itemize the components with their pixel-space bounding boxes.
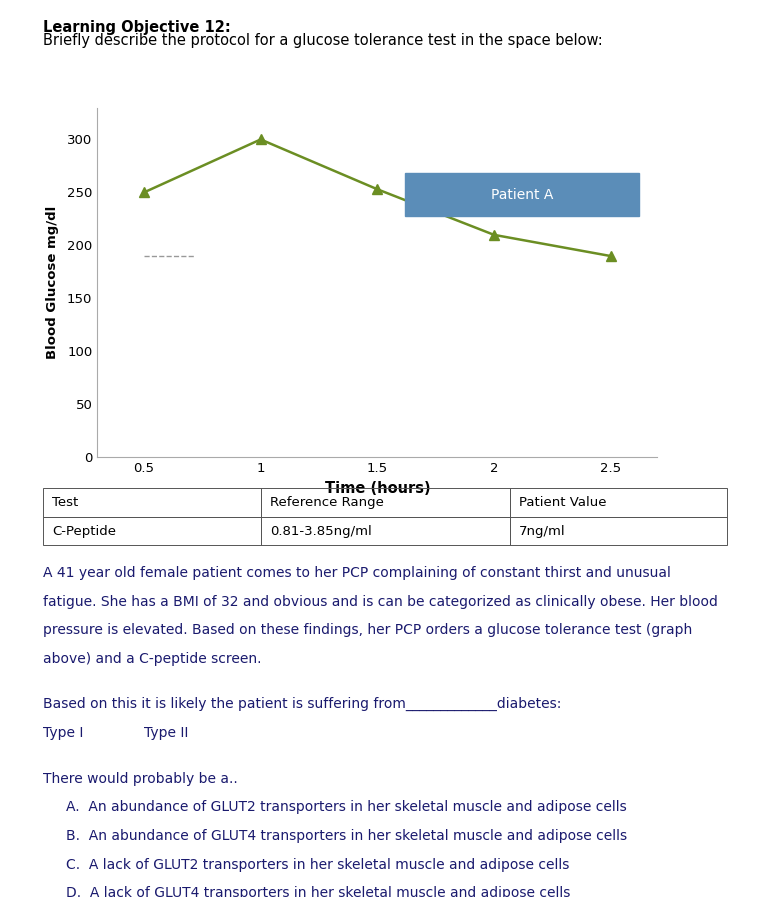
Text: A.  An abundance of GLUT2 transporters in her skeletal muscle and adipose cells: A. An abundance of GLUT2 transporters in… bbox=[66, 800, 627, 814]
Text: Reference Range: Reference Range bbox=[270, 496, 384, 509]
Text: Learning Objective 12:: Learning Objective 12: bbox=[43, 20, 230, 35]
Y-axis label: Blood Glucose mg/dl: Blood Glucose mg/dl bbox=[46, 206, 58, 359]
Text: Type I: Type I bbox=[43, 726, 83, 740]
Text: pressure is elevated. Based on these findings, her PCP orders a glucose toleranc: pressure is elevated. Based on these fin… bbox=[43, 623, 692, 638]
Text: Patient A: Patient A bbox=[491, 187, 553, 202]
Text: Type II: Type II bbox=[144, 726, 188, 740]
Text: C-Peptide: C-Peptide bbox=[52, 525, 116, 537]
Text: D.  A lack of GLUT4 transporters in her skeletal muscle and adipose cells: D. A lack of GLUT4 transporters in her s… bbox=[66, 886, 570, 897]
FancyBboxPatch shape bbox=[405, 173, 639, 216]
X-axis label: Time (hours): Time (hours) bbox=[324, 481, 430, 496]
Text: Patient Value: Patient Value bbox=[519, 496, 606, 509]
Text: 0.81-3.85ng/ml: 0.81-3.85ng/ml bbox=[270, 525, 372, 537]
Text: B.  An abundance of GLUT4 transporters in her skeletal muscle and adipose cells: B. An abundance of GLUT4 transporters in… bbox=[66, 829, 627, 843]
Text: Briefly describe the protocol for a glucose tolerance test in the space below:: Briefly describe the protocol for a gluc… bbox=[43, 33, 602, 48]
Text: C.  A lack of GLUT2 transporters in her skeletal muscle and adipose cells: C. A lack of GLUT2 transporters in her s… bbox=[66, 858, 569, 872]
Text: There would probably be a..: There would probably be a.. bbox=[43, 771, 237, 786]
Text: 7ng/ml: 7ng/ml bbox=[519, 525, 566, 537]
Text: fatigue. She has a BMI of 32 and obvious and is can be categorized as clinically: fatigue. She has a BMI of 32 and obvious… bbox=[43, 595, 717, 609]
Text: Based on this it is likely the patient is suffering from_____________diabetes:: Based on this it is likely the patient i… bbox=[43, 697, 561, 711]
Text: Test: Test bbox=[52, 496, 79, 509]
Text: above) and a C-peptide screen.: above) and a C-peptide screen. bbox=[43, 652, 261, 666]
Text: A 41 year old female patient comes to her PCP complaining of constant thirst and: A 41 year old female patient comes to he… bbox=[43, 566, 671, 580]
